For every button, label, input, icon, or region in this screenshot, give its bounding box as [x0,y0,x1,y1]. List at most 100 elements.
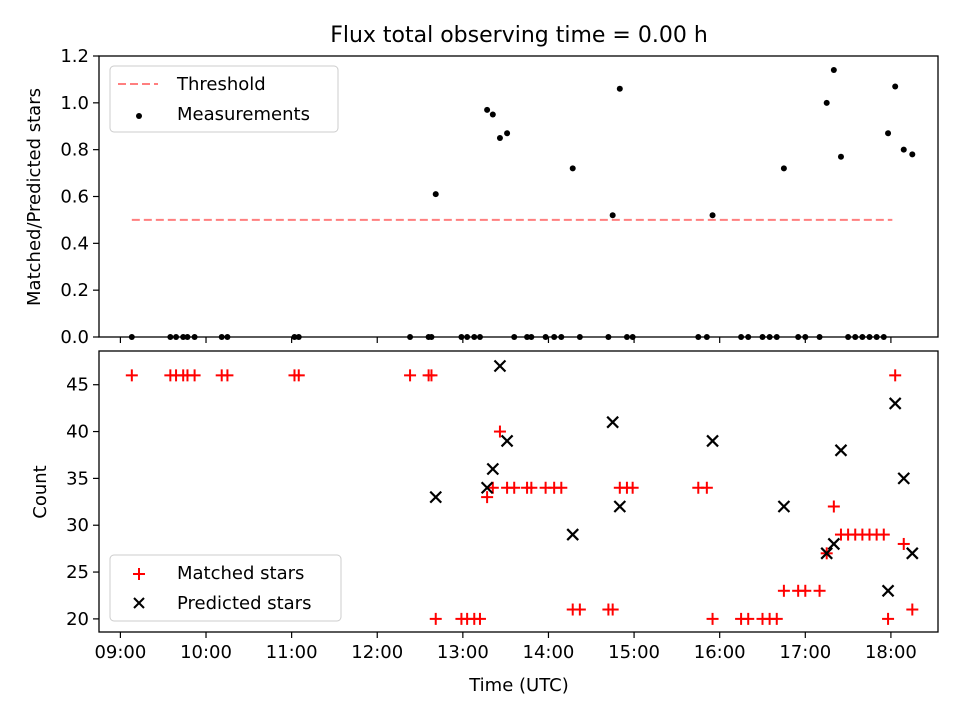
matched-star-point [897,537,910,550]
measurement-point [866,334,873,340]
y-tick-label: 0.4 [60,233,89,254]
predicted-star-point [888,397,902,410]
legend-measurements-swatch [136,113,142,119]
measurement-point [703,334,710,340]
matched-star-point [906,603,919,616]
predicted-star-point [613,500,627,513]
measurement-point [218,334,225,340]
measurement-point [885,130,892,137]
measurement-point [623,334,630,340]
measurement-point [802,334,809,340]
measurement-point [224,334,231,340]
matched-star-point [525,481,538,494]
x-tick-label: 09:00 [94,642,146,663]
chart-title: Flux total observing time = 0.00 h [330,23,708,48]
measurement-point [900,146,907,153]
measurement-point [558,334,565,340]
bottom-panel-frame [98,350,939,633]
x-tick-label: 14:00 [523,642,575,663]
measurement-point [471,334,478,340]
legend-measurements-label: Measurements [177,104,310,125]
measurement-point [476,334,483,340]
predicted-star-point [606,415,619,429]
predicted-star-point [500,434,514,448]
matched-star-point [508,481,521,494]
measurement-point [542,334,549,340]
measurement-point [551,334,558,340]
measurement-point [484,106,491,113]
measurement-point [709,212,716,219]
measurement-point [605,334,612,340]
measurement-point [167,334,174,340]
bottom-y-axis-title: Count [30,465,51,518]
measurement-point [428,334,435,340]
legend-predicted-swatch [133,597,145,609]
x-tick-label: 17:00 [779,642,831,663]
predicted-star-point [777,500,791,513]
legend-matched-swatch [133,568,145,580]
predicted-star-point [486,462,500,476]
measurement-point [873,334,880,340]
bottom-y-axis: 20 25 30 35 40 45 [66,375,99,630]
measurement-point [892,83,899,90]
y-tick-label: 0.6 [60,187,89,208]
measurement-point [407,334,414,340]
top-panel: 0.0 0.2 0.4 0.6 0.8 1.0 1.2 Matched/Predicted … [24,46,939,348]
y-tick-label: 35 [66,468,89,489]
predicted-star-point [493,359,507,373]
measurement-point [780,165,787,172]
matched-star-point [706,612,719,625]
y-tick-label: 1.2 [60,46,89,67]
measurement-point [745,334,752,340]
predicted-star-point [820,547,833,560]
matched-stars-series [125,369,919,625]
measurements-series [128,67,916,340]
x-tick-label: 18:00 [865,642,917,663]
measurement-point [823,99,830,106]
matched-star-point [813,584,826,597]
predicted-star-point [881,584,895,598]
matched-star-point [882,612,895,625]
predicted-star-point [566,528,579,541]
matched-star-point [188,369,201,382]
matched-star-point [799,584,812,597]
measurement-point [759,334,766,340]
measurement-point [458,334,465,340]
matched-star-point [700,481,713,494]
y-tick-label: 1.0 [60,93,89,114]
matched-star-point [889,369,902,382]
measurement-point [609,212,616,219]
matched-star-point [827,500,840,513]
measurement-point [695,334,702,340]
matched-star-point [573,603,586,616]
matched-star-point [125,369,138,382]
predicted-star-point [706,434,719,448]
matched-star-point [742,612,755,625]
top-y-axis-title: Matched/Predicted stars [24,88,45,306]
top-y-axis: 0.0 0.2 0.4 0.6 0.8 1.0 1.2 [60,46,99,348]
measurement-point [128,334,135,340]
measurement-point [880,334,887,340]
measurement-point [576,334,583,340]
x-tick-label: 11:00 [266,642,318,663]
y-tick-label: 30 [66,515,89,536]
measurement-point [496,134,503,141]
matched-star-point [429,612,442,625]
x-tick-label: 12:00 [351,642,403,663]
matched-star-point [777,584,790,597]
measurement-point [837,153,844,160]
matched-star-point [555,481,568,494]
matched-star-point [292,369,305,382]
measurement-point [511,334,518,340]
matched-star-point [221,369,234,382]
matched-star-point [877,528,890,541]
measurement-point [845,334,852,340]
legend-matched-label: Matched stars [177,563,304,584]
y-tick-label: 20 [66,609,89,630]
y-tick-label: 40 [66,422,89,443]
matched-star-point [486,481,499,494]
measurement-point [528,334,535,340]
predicted-star-point [897,472,911,485]
y-tick-label: 45 [66,375,89,396]
